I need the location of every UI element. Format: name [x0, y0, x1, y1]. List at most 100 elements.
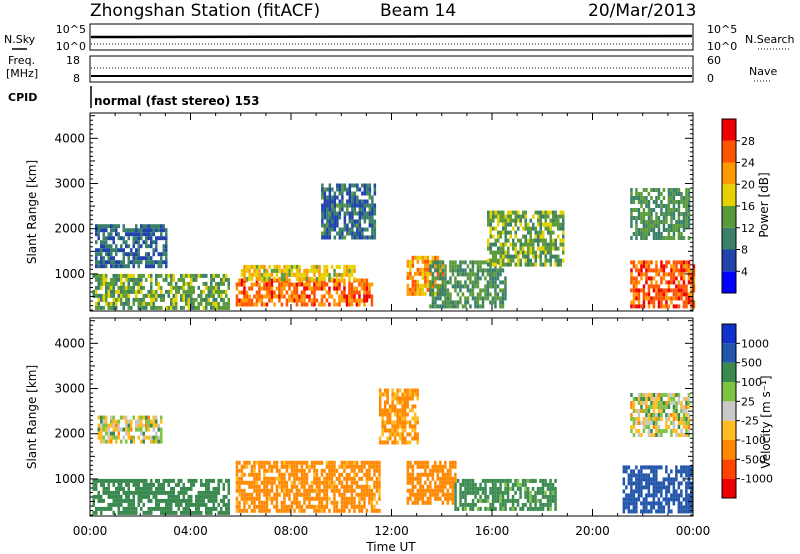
heatmap-cell — [672, 276, 676, 281]
heatmap-cell — [494, 242, 497, 247]
colorbar-tick-label: 24 — [741, 157, 755, 170]
heatmap-cell — [675, 401, 678, 405]
heatmap-cell — [260, 500, 264, 505]
heatmap-cell — [459, 284, 462, 289]
heatmap-cell — [491, 498, 495, 503]
heatmap-cell — [677, 224, 681, 228]
heatmap-cell — [494, 494, 497, 499]
heatmap-cell — [135, 423, 138, 428]
heatmap-cell — [650, 401, 653, 405]
heatmap-cell — [680, 276, 683, 281]
heatmap-cell — [125, 506, 128, 511]
heatmap-cell — [288, 508, 291, 513]
heatmap-cell — [529, 238, 532, 243]
heatmap-cell — [97, 490, 100, 495]
heatmap-cell — [429, 500, 432, 505]
heatmap-cell — [157, 486, 160, 491]
heatmap-cell — [132, 260, 135, 265]
heatmap-cell — [657, 405, 661, 409]
heatmap-cell — [439, 276, 442, 281]
heatmap-cell — [677, 280, 681, 285]
heatmap-cell — [280, 294, 284, 299]
heatmap-cell — [172, 494, 175, 499]
heatmap-cell — [152, 494, 155, 499]
heatmap-cell — [323, 302, 326, 307]
colorbar-swatch — [722, 459, 736, 479]
heatmap-cell — [439, 480, 442, 485]
heatmap-cell — [305, 282, 309, 287]
heatmap-cell — [212, 506, 215, 511]
heatmap-cell — [328, 294, 331, 299]
heatmap-cell — [353, 231, 357, 236]
heatmap-cell — [338, 272, 341, 277]
heatmap-cell — [391, 400, 394, 405]
heatmap-cell — [336, 231, 339, 236]
heatmap-cell — [514, 262, 517, 267]
heatmap-cell — [424, 500, 427, 505]
heatmap-cell — [145, 482, 148, 487]
heatmap-cell — [632, 292, 636, 297]
heatmap-cell — [333, 480, 336, 485]
heatmap-cell — [360, 286, 364, 291]
heatmap-cell — [401, 428, 404, 433]
heatmap-cell — [635, 304, 638, 309]
heatmap-cell — [117, 297, 120, 302]
heatmap-cell — [466, 502, 470, 507]
heatmap-cell — [393, 396, 397, 401]
heatmap-cell — [517, 238, 520, 243]
heatmap-cell — [122, 289, 125, 294]
heatmap-cell — [160, 510, 163, 515]
heatmap-cell — [315, 496, 319, 501]
heatmap-cell — [217, 510, 220, 515]
heatmap-cell — [240, 282, 244, 287]
heatmap-cell — [677, 272, 681, 277]
heatmap-cell — [225, 502, 228, 507]
heatmap-cell — [378, 496, 381, 501]
heatmap-cell — [471, 482, 475, 487]
heatmap-cell — [127, 490, 130, 495]
heatmap-cell — [366, 215, 369, 220]
heatmap-cell — [449, 296, 452, 301]
heatmap-cell — [207, 498, 210, 503]
heatmap-cell — [527, 222, 530, 227]
heatmap-cell — [373, 203, 377, 208]
velocity-ylabel: Slant Range [km] — [25, 365, 39, 469]
heatmap-cell — [436, 271, 440, 276]
heatmap-cell — [127, 252, 130, 257]
heatmap-cell — [172, 486, 175, 491]
heatmap-cell — [687, 501, 691, 506]
heatmap-cell — [531, 478, 535, 483]
heatmap-cell — [248, 484, 251, 489]
heatmap-cell — [552, 222, 555, 227]
heatmap-cell — [187, 281, 190, 286]
heatmap-cell — [426, 267, 430, 272]
heatmap-cell — [275, 468, 279, 473]
heatmap-cell — [461, 478, 465, 483]
heatmap-cell — [132, 435, 135, 440]
heatmap-cell — [102, 264, 105, 269]
heatmap-cell — [677, 268, 681, 273]
heatmap-cell — [100, 478, 103, 483]
heatmap-cell — [436, 264, 440, 269]
heatmap-cell — [92, 478, 95, 483]
heatmap-cell — [507, 250, 510, 255]
heatmap-cell — [637, 473, 641, 478]
heatmap-cell — [255, 484, 259, 489]
heatmap-cell — [227, 478, 230, 483]
heatmap-cell — [331, 207, 334, 212]
heatmap-cell — [677, 393, 681, 397]
heatmap-cell — [655, 204, 658, 208]
heatmap-cell — [217, 293, 220, 298]
heatmap-cell — [652, 188, 656, 192]
heatmap-cell — [411, 428, 414, 433]
heatmap-cell — [245, 302, 249, 307]
heatmap-cell — [554, 478, 557, 483]
heatmap-cell — [350, 294, 354, 299]
heatmap-cell — [444, 496, 447, 501]
heatmap-cell — [323, 195, 327, 200]
heatmap-cell — [375, 476, 379, 481]
heatmap-cell — [497, 210, 500, 215]
heatmap-cell — [150, 301, 153, 306]
heatmap-cell — [112, 415, 115, 420]
heatmap-cell — [431, 296, 435, 301]
